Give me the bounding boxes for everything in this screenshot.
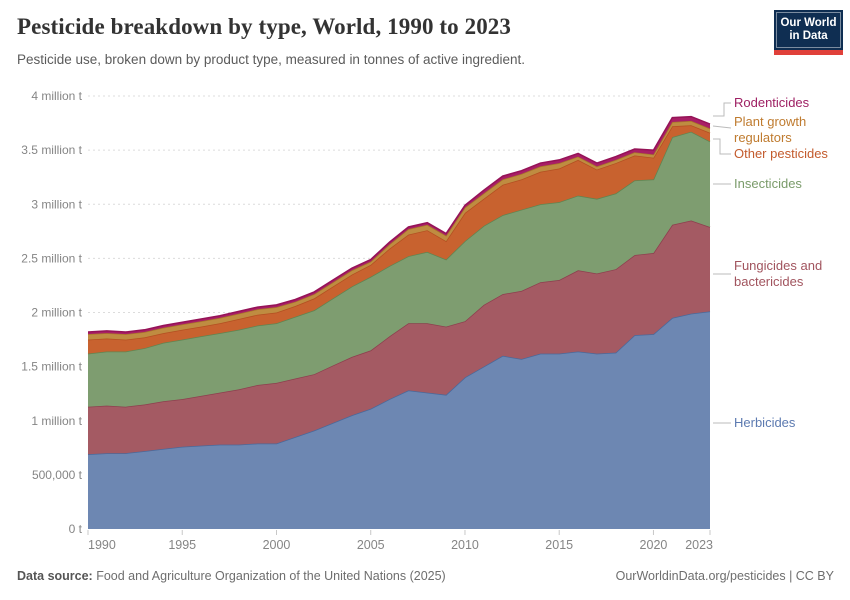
x-axis-tick-label: 2023 <box>685 538 713 552</box>
data-source-label: Data source: <box>17 569 93 583</box>
y-axis-tick-label: 500,000 t <box>32 468 83 482</box>
x-axis-tick-label: 2005 <box>357 538 385 552</box>
owid-logo-inner: Our World in Data <box>776 12 841 48</box>
owid-logo[interactable]: Our World in Data <box>774 10 843 55</box>
data-source-text: Food and Agriculture Organization of the… <box>92 569 446 583</box>
y-axis-tick-label: 4 million t <box>31 89 82 103</box>
area-insecticides[interactable] <box>88 131 710 407</box>
legend-item-other-pesticides[interactable]: Other pesticides <box>734 146 828 161</box>
x-axis-tick-label: 2010 <box>451 538 479 552</box>
legend-item-fungicides-bactericides[interactable]: Fungicides and bactericides <box>734 258 823 289</box>
legend-item-rodenticides[interactable]: Rodenticides <box>734 95 810 110</box>
area-other-pesticides[interactable] <box>88 125 710 354</box>
y-axis-tick-label: 3.5 million t <box>21 143 82 157</box>
area-herbicides[interactable] <box>88 311 710 529</box>
y-axis-tick-label: 2 million t <box>31 306 82 320</box>
legend-connector-line <box>713 102 731 117</box>
chart-subtitle: Pesticide use, broken down by product ty… <box>17 52 526 67</box>
owid-logo-text-line2: in Data <box>789 30 828 42</box>
owid-url-license[interactable]: OurWorldinData.org/pesticides | CC BY <box>615 569 834 583</box>
x-axis-tick-label: 2020 <box>640 538 668 552</box>
page-title: Pesticide breakdown by type, World, 1990… <box>17 14 511 39</box>
area-fungicides-and-bactericides[interactable] <box>88 220 710 455</box>
y-axis-tick-label: 1.5 million t <box>21 360 82 374</box>
legend-connector-line <box>713 138 731 155</box>
x-axis-tick-label: 1995 <box>168 538 196 552</box>
y-axis-tick-label: 1 million t <box>31 414 82 428</box>
y-axis-tick-label: 2.5 million t <box>21 251 82 265</box>
x-axis-tick-label: 2000 <box>263 538 291 552</box>
data-source: Data source: Food and Agriculture Organi… <box>17 569 577 583</box>
owid-logo-red-bar <box>774 50 843 55</box>
legend-item-insecticides[interactable]: Insecticides <box>734 176 802 191</box>
line-rodenticides <box>87 115 711 333</box>
owid-logo-text-line1: Our World <box>780 17 837 29</box>
x-axis-tick-label: 1990 <box>88 538 116 552</box>
owid-logo-box: Our World in Data <box>774 10 843 50</box>
legend-connector-line <box>712 125 732 129</box>
y-axis-tick-label: 3 million t <box>31 197 82 211</box>
legend-item-herbicides[interactable]: Herbicides <box>734 415 796 430</box>
legend-item-plant-growth-regulators[interactable]: Plant growth regulators <box>734 114 807 145</box>
y-axis-tick-label: 0 t <box>69 522 83 536</box>
x-axis-tick-label: 2015 <box>545 538 573 552</box>
